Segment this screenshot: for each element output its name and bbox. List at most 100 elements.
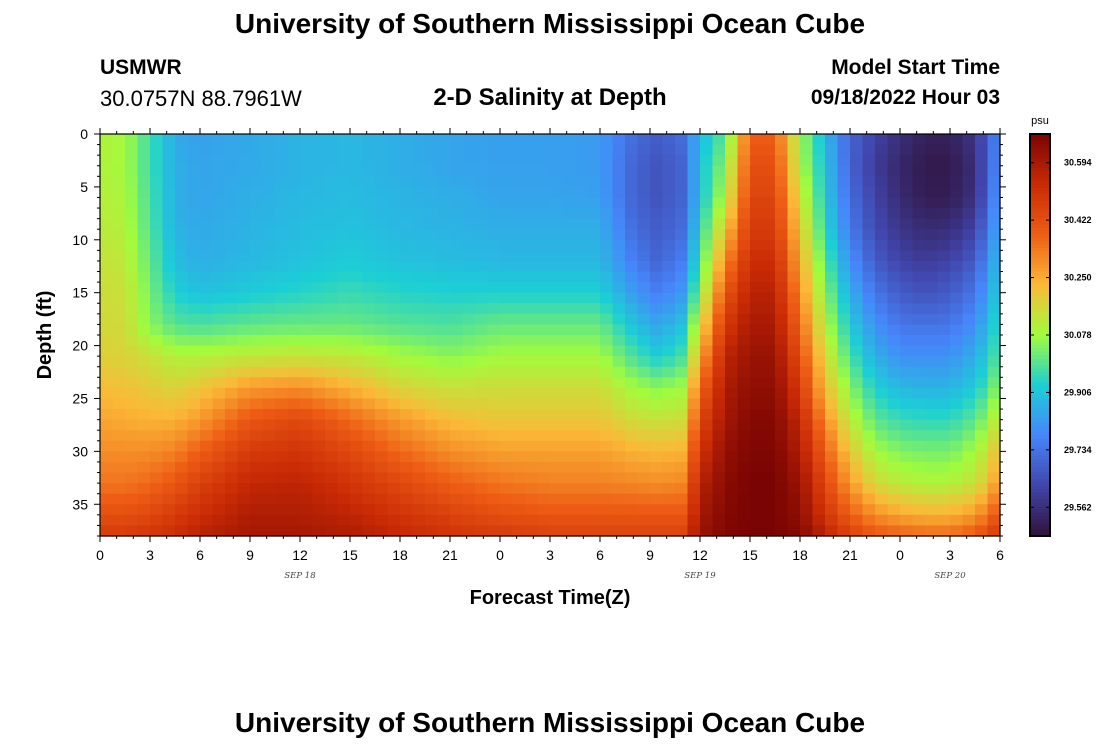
heatmap-cell xyxy=(437,186,451,199)
heatmap-cell xyxy=(400,282,414,294)
heatmap-cell xyxy=(687,356,701,368)
heatmap-cell xyxy=(512,514,526,527)
heatmap-cell xyxy=(937,260,951,273)
heatmap-cell xyxy=(237,134,251,146)
heatmap-cell xyxy=(525,271,539,283)
heatmap-cell xyxy=(187,430,201,442)
heatmap-cell xyxy=(262,218,276,230)
heatmap-cell xyxy=(637,134,651,146)
colorbar-tick-label: 30.594 xyxy=(1064,158,1092,168)
heatmap-cell xyxy=(312,514,326,527)
heatmap-cell xyxy=(837,239,851,251)
heatmap-cell xyxy=(412,282,426,294)
heatmap-cell xyxy=(750,451,764,463)
heatmap-cell xyxy=(112,176,126,188)
heatmap-cell xyxy=(987,483,1001,495)
heatmap-cell xyxy=(612,134,626,146)
heatmap-cell xyxy=(500,472,514,484)
heatmap-cell xyxy=(200,250,214,262)
heatmap-cell xyxy=(587,250,601,262)
heatmap-cell xyxy=(912,472,926,484)
heatmap-cell xyxy=(287,525,301,537)
heatmap-cell xyxy=(375,483,389,495)
heatmap-cell xyxy=(662,504,676,516)
heatmap-cell xyxy=(250,451,264,463)
heatmap-cell xyxy=(925,409,939,421)
heatmap-cell xyxy=(350,260,364,273)
heatmap-cell xyxy=(362,144,376,156)
heatmap-cell xyxy=(987,493,1001,505)
heatmap-cell xyxy=(587,472,601,484)
heatmap-cell xyxy=(487,356,501,368)
heatmap-cell xyxy=(950,144,964,156)
heatmap-cell xyxy=(775,303,789,315)
heatmap-cell xyxy=(925,176,939,188)
heatmap-cell xyxy=(200,493,214,505)
heatmap-cell xyxy=(712,155,726,167)
heatmap-cell xyxy=(187,525,201,537)
heatmap-cell xyxy=(450,356,464,368)
heatmap-cell xyxy=(375,218,389,230)
heatmap-cell xyxy=(437,493,451,505)
heatmap-cell xyxy=(512,366,526,378)
heatmap-cell xyxy=(425,239,439,251)
heatmap-cell xyxy=(212,493,226,505)
heatmap-cell xyxy=(925,514,939,527)
heatmap-cell xyxy=(562,250,576,262)
heatmap-cell xyxy=(150,514,164,527)
heatmap-cell xyxy=(125,430,139,442)
heatmap-cell xyxy=(937,451,951,463)
heatmap-cell xyxy=(250,239,264,251)
heatmap-cell xyxy=(600,155,614,167)
heatmap-cell xyxy=(362,419,376,431)
heatmap-cell xyxy=(225,409,239,421)
heatmap-cell xyxy=(262,504,276,516)
colorbar-swatch xyxy=(1030,492,1050,497)
heatmap-cell xyxy=(812,250,826,262)
heatmap-cell xyxy=(162,239,176,251)
heatmap-cell xyxy=(425,250,439,262)
heatmap-cell xyxy=(450,176,464,188)
heatmap-cell xyxy=(325,155,339,167)
heatmap-cell xyxy=(625,292,639,304)
heatmap-cell xyxy=(375,260,389,273)
heatmap-cell xyxy=(387,504,401,516)
heatmap-cell xyxy=(862,461,876,474)
heatmap-cell xyxy=(650,345,664,357)
colorbar-swatch xyxy=(1030,505,1050,510)
heatmap-cell xyxy=(725,409,739,421)
heatmap-cell xyxy=(275,324,289,336)
heatmap-cell xyxy=(912,514,926,527)
heatmap-cell xyxy=(725,356,739,368)
heatmap-cell xyxy=(325,377,339,389)
heatmap-cell xyxy=(200,324,214,336)
heatmap-cell xyxy=(912,504,926,516)
heatmap-cell xyxy=(537,335,551,347)
heatmap-cell xyxy=(512,229,526,241)
heatmap-cell xyxy=(462,451,476,463)
heatmap-cell xyxy=(912,229,926,241)
heatmap-cell xyxy=(712,218,726,230)
heatmap-cell xyxy=(950,504,964,516)
heatmap-cell xyxy=(412,356,426,368)
heatmap-cell xyxy=(387,366,401,378)
heatmap-cell xyxy=(912,239,926,251)
heatmap-cell xyxy=(450,260,464,273)
heatmap-cell xyxy=(175,472,189,484)
heatmap-cell xyxy=(750,303,764,315)
heatmap-cell xyxy=(575,155,589,167)
heatmap-cell xyxy=(425,144,439,156)
heatmap-cell xyxy=(787,430,801,442)
heatmap-cell xyxy=(762,271,776,283)
heatmap-cell xyxy=(675,239,689,251)
heatmap-cell xyxy=(875,419,889,431)
heatmap-cell xyxy=(800,514,814,527)
heatmap-cell xyxy=(850,134,864,146)
colorbar-swatch xyxy=(1030,184,1050,189)
heatmap-cell xyxy=(262,176,276,188)
heatmap-cell xyxy=(400,250,414,262)
heatmap-cell xyxy=(425,356,439,368)
heatmap-cell xyxy=(650,229,664,241)
heatmap-cell xyxy=(487,271,501,283)
heatmap-cell xyxy=(950,440,964,452)
